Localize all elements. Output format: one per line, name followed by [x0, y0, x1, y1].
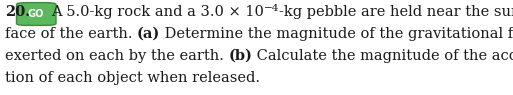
Text: Determine the magnitude of the gravitational force: Determine the magnitude of the gravitati…: [161, 27, 513, 41]
Text: GO: GO: [28, 9, 45, 19]
Text: Calculate the magnitude of the accelera-: Calculate the magnitude of the accelera-: [252, 49, 513, 63]
Text: 20.: 20.: [5, 5, 30, 19]
Text: tion of each object when released.: tion of each object when released.: [5, 71, 260, 85]
Text: A 5.0-kg rock and a 3.0 × 10: A 5.0-kg rock and a 3.0 × 10: [51, 5, 264, 19]
Text: −4: −4: [264, 4, 279, 13]
Text: exerted on each by the earth.: exerted on each by the earth.: [5, 49, 228, 63]
Text: (a): (a): [137, 27, 161, 41]
Text: (b): (b): [228, 49, 252, 63]
Text: -kg pebble are held near the sur-: -kg pebble are held near the sur-: [279, 5, 513, 19]
Text: face of the earth.: face of the earth.: [5, 27, 137, 41]
